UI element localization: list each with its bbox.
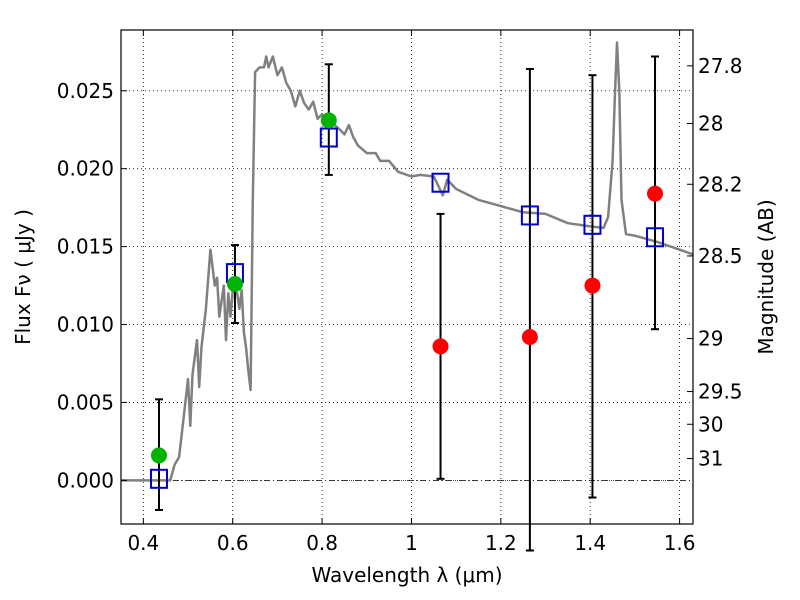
non-detection-point <box>584 277 601 294</box>
y-tick-label: 0.000 <box>57 468 114 492</box>
template-spectrum <box>121 41 694 482</box>
non-detections <box>432 185 664 355</box>
model-flux-square <box>646 227 665 248</box>
x-tick-label: 0.4 <box>127 531 159 555</box>
non-detection-point <box>647 185 664 202</box>
y-right-tick-label: 29 <box>698 327 723 351</box>
model-flux-square <box>431 172 450 193</box>
detection-point <box>226 276 243 293</box>
x-tick-label: 1.4 <box>574 531 606 555</box>
non-detection-point <box>432 338 449 355</box>
model-flux-square <box>149 468 168 489</box>
ticks <box>121 30 693 524</box>
error-bar <box>525 67 534 552</box>
model-flux-square <box>319 127 338 148</box>
x-tick-label: 1.2 <box>485 531 517 555</box>
non-detection-point <box>521 328 538 345</box>
model-flux-square <box>583 214 602 235</box>
y-right-axis-title: Magnitude (AB) <box>754 199 778 354</box>
x-axis-title: Wavelength λ (μm) <box>311 563 502 587</box>
y-tick-label: 0.005 <box>57 390 114 414</box>
x-tick-label: 0.6 <box>217 531 249 555</box>
grid <box>121 30 693 524</box>
y-right-tick-label: 28.5 <box>698 244 743 268</box>
detections <box>150 112 337 464</box>
detection-point <box>150 447 167 464</box>
y-right-tick-label: 30 <box>698 412 723 436</box>
y-tick-label: 0.015 <box>57 235 114 259</box>
y-tick-label: 0.020 <box>57 157 114 181</box>
x-tick-label: 0.8 <box>306 531 338 555</box>
y-tick-label: 0.010 <box>57 313 114 337</box>
x-tick-labels: 0.4 0.6 0.8 1 1.2 1.4 1.6 <box>127 531 695 555</box>
y-right-tick-label: 28 <box>698 112 723 136</box>
y-right-tick-label: 28.2 <box>698 172 743 196</box>
y-right-tick-label: 29.5 <box>698 380 743 404</box>
x-tick-label: 1.6 <box>664 531 696 555</box>
y-right-tick-label: 27.8 <box>698 54 743 78</box>
y-right-tick-labels: 27.8 28 28.2 28.5 29 29.5 30 31 <box>698 54 743 471</box>
x-tick-label: 1 <box>405 531 418 555</box>
y-tick-label: 0.025 <box>57 79 114 103</box>
y-right-tick-label: 31 <box>698 447 723 471</box>
y-tick-labels: 0.000 0.005 0.010 0.015 0.020 0.025 <box>57 79 114 493</box>
model-flux-square <box>520 205 539 226</box>
template-line <box>121 41 694 482</box>
y-axis-title: Flux Fν ( μJy ) <box>11 209 35 345</box>
plot-frame <box>120 29 694 525</box>
detection-point <box>320 112 337 129</box>
